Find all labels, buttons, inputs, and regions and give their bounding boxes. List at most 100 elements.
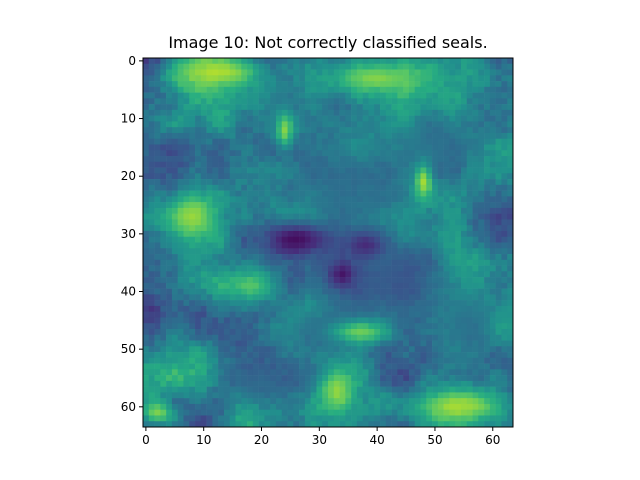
x-tick-label: 50 (427, 433, 442, 447)
heatmap-cell (489, 144, 496, 151)
heatmap-cell (154, 236, 161, 243)
heatmap-cell (391, 213, 398, 220)
heatmap-cell (258, 213, 265, 220)
heatmap-cell (420, 144, 427, 151)
heatmap-cell (403, 271, 410, 278)
heatmap-cell (507, 352, 514, 359)
heatmap-cell (449, 63, 456, 70)
heatmap-cell (264, 81, 271, 88)
heatmap-cell (478, 115, 485, 122)
heatmap-cell (356, 403, 363, 411)
heatmap-cell (484, 196, 491, 203)
heatmap-cell (293, 184, 300, 191)
heatmap-cell (466, 184, 473, 191)
heatmap-cell (195, 86, 202, 93)
heatmap-cell (183, 81, 190, 88)
heatmap-cell (258, 271, 265, 278)
heatmap-cell (368, 328, 375, 336)
heatmap-cell (195, 115, 202, 122)
heatmap-cell (374, 328, 381, 336)
heatmap-cell (316, 173, 323, 180)
heatmap-cell (310, 98, 317, 105)
heatmap-cell (166, 109, 173, 116)
heatmap-cell (437, 58, 444, 65)
heatmap-cell (252, 300, 259, 307)
heatmap-cell (507, 311, 514, 318)
heatmap-cell (466, 259, 473, 266)
heatmap-cell (368, 340, 375, 347)
heatmap-cell (299, 334, 306, 341)
heatmap-cell (391, 161, 398, 168)
heatmap-cell (443, 109, 450, 116)
heatmap-cell (501, 236, 508, 243)
heatmap-cell (143, 104, 150, 111)
heatmap-cell (449, 236, 456, 243)
heatmap-cell (293, 305, 300, 312)
heatmap-cell (414, 317, 421, 324)
heatmap-cell (397, 271, 404, 278)
heatmap-cell (143, 115, 150, 122)
heatmap-cell (403, 311, 410, 318)
heatmap-cell (270, 75, 277, 82)
heatmap-cell (403, 104, 410, 111)
heatmap-cell (397, 311, 404, 318)
heatmap-cell (328, 282, 335, 289)
heatmap-cell (391, 282, 398, 289)
heatmap-cell (484, 248, 491, 255)
heatmap-cell (414, 213, 421, 220)
heatmap-cell (385, 259, 392, 266)
heatmap-cell (183, 340, 190, 347)
heatmap-cell (316, 380, 323, 387)
heatmap-cell (177, 104, 184, 111)
heatmap-cell (293, 265, 300, 272)
heatmap-cell (339, 121, 346, 128)
heatmap-cell (270, 150, 277, 157)
heatmap-cell (484, 265, 491, 272)
heatmap-cell (339, 75, 346, 82)
heatmap-cell (189, 288, 196, 295)
heatmap-cell (501, 213, 508, 220)
heatmap-cell (316, 190, 323, 197)
heatmap-cell (472, 92, 479, 99)
heatmap-cell (391, 190, 398, 197)
heatmap-cell (333, 288, 340, 295)
heatmap-cell (310, 277, 317, 284)
heatmap-cell (484, 81, 491, 88)
heatmap-cell (495, 202, 502, 209)
heatmap-cell (247, 63, 254, 70)
heatmap-cell (200, 328, 207, 336)
heatmap-cell (154, 317, 161, 324)
heatmap-cell (391, 328, 398, 336)
heatmap-cell (258, 92, 265, 99)
heatmap-cell (148, 127, 155, 134)
heatmap-cell (345, 173, 352, 180)
heatmap-cell (489, 156, 496, 163)
heatmap-cell (171, 144, 178, 151)
heatmap-cell (368, 109, 375, 116)
heatmap-cell (507, 363, 514, 370)
heatmap-cell (408, 403, 416, 411)
heatmap-cell (507, 254, 514, 261)
heatmap-cell (183, 288, 190, 295)
heatmap-cell (200, 277, 207, 284)
heatmap-cell (258, 380, 265, 387)
heatmap-cell (287, 328, 294, 336)
heatmap-cell (345, 357, 352, 364)
heatmap-cell (455, 58, 462, 65)
heatmap-cell (212, 317, 219, 324)
heatmap-cell (449, 75, 456, 82)
heatmap-cell (258, 190, 265, 197)
heatmap-cell (356, 380, 363, 387)
heatmap-cell (200, 282, 207, 289)
heatmap-cell (252, 398, 259, 405)
heatmap-cell (293, 415, 300, 422)
heatmap-cell (362, 144, 369, 151)
heatmap-cell (472, 207, 479, 214)
heatmap-cell (241, 156, 248, 163)
x-tick-label: 40 (370, 433, 385, 447)
heatmap-cell (218, 81, 225, 88)
heatmap-cell (258, 196, 265, 203)
heatmap-cell (328, 375, 335, 382)
heatmap-cell (310, 259, 317, 266)
heatmap-cell (310, 213, 317, 220)
